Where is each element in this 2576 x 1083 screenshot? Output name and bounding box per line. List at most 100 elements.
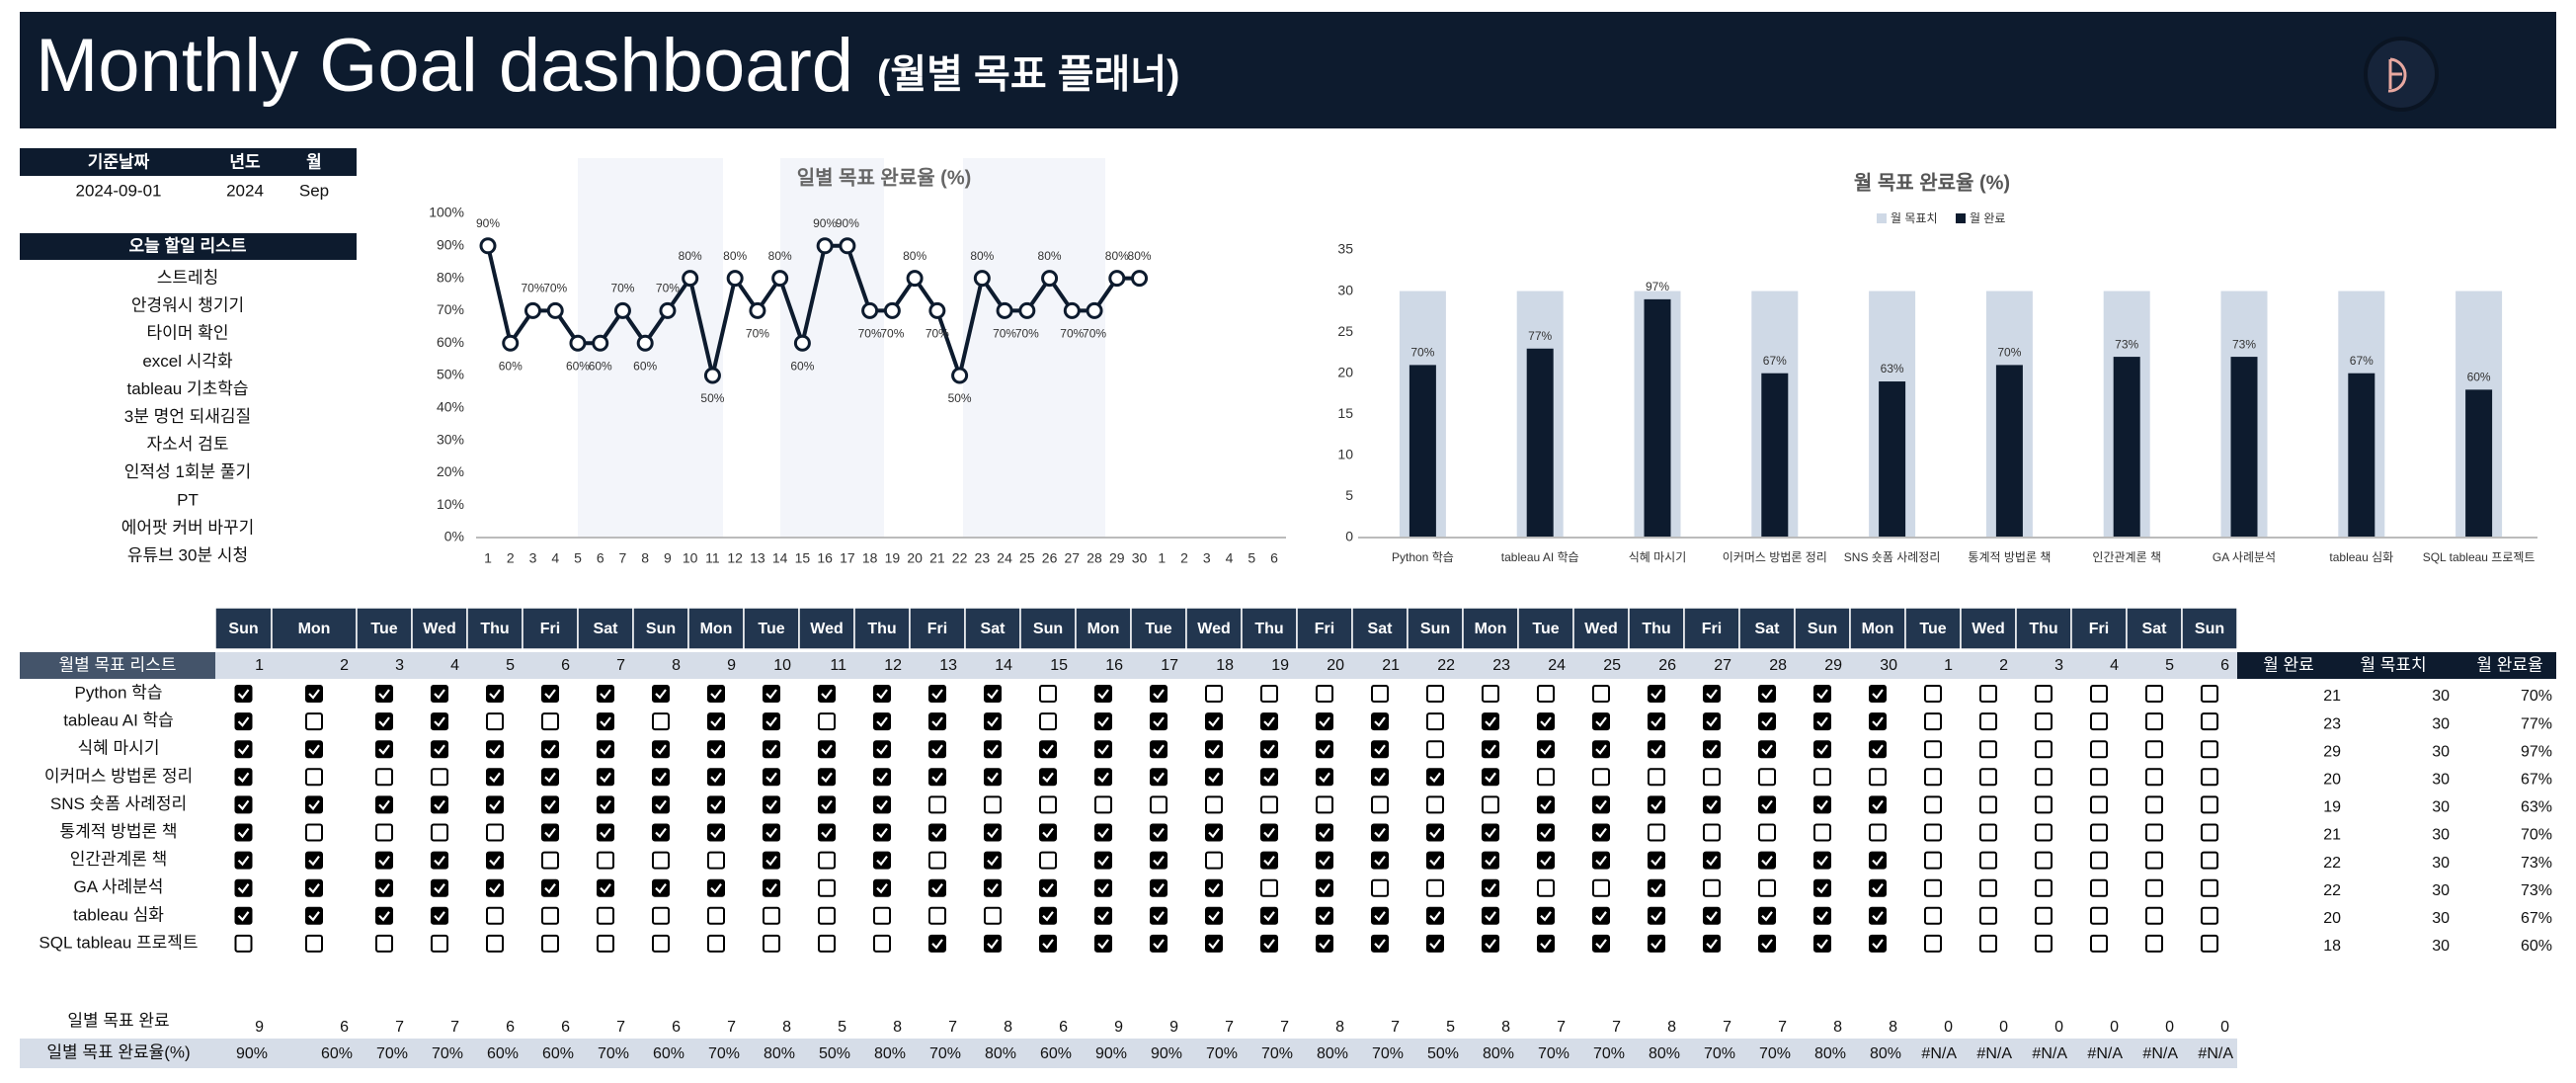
x-tick-label: 27: [1065, 550, 1081, 566]
checkbox: [984, 906, 1002, 925]
weekday: Mon: [298, 621, 331, 637]
check-mark: [987, 855, 999, 867]
checkbox: [1260, 906, 1278, 925]
goal-name: SQL tableau 프로젝트: [39, 933, 198, 952]
check-mark: [489, 689, 501, 700]
checkbox: [431, 740, 448, 759]
check-mark: [434, 716, 445, 727]
checkbox: [234, 740, 253, 759]
day-number: 26: [1658, 657, 1676, 674]
check-mark: [1208, 772, 1220, 783]
checkbox: [431, 795, 448, 814]
x-tick-label: 4: [551, 550, 559, 566]
checkbox: [597, 823, 614, 842]
y-tick-label: 25: [1337, 323, 1353, 339]
check-mark: [765, 716, 777, 727]
day-number: 2: [340, 657, 349, 674]
weekday: Sat: [981, 621, 1006, 637]
y-tick-label: 20: [1337, 364, 1353, 379]
daily-rate: #N/A: [2087, 1045, 2123, 1062]
weekday-cell: [743, 607, 800, 650]
bar: [2348, 373, 2375, 538]
check-mark: [821, 827, 833, 839]
check-mark: [710, 689, 722, 700]
info-header-cell: 기준날짜: [88, 152, 150, 171]
checkbox: [1758, 878, 1776, 897]
summary-header-cell: 월 완료율: [2476, 655, 2542, 674]
checkbox: [707, 795, 725, 814]
check-mark: [1042, 911, 1054, 922]
checkbox: [375, 906, 393, 925]
checkbox: [1094, 878, 1112, 897]
checkbox: [652, 851, 670, 870]
check-mark: [1761, 744, 1773, 755]
checkbox: [597, 795, 614, 814]
check-mark: [1540, 911, 1552, 922]
check-mark: [1208, 716, 1220, 727]
point: [771, 270, 789, 288]
weekday-cell: [466, 607, 523, 650]
x-tick-label: 5: [1248, 550, 1255, 566]
x-tick-label: 25: [1019, 550, 1035, 566]
x-tick-label: 통계적 방법론 책: [1968, 549, 2051, 564]
check-mark: [489, 883, 501, 894]
checkbox: [1537, 740, 1555, 759]
checkbox: [763, 768, 780, 787]
checkbox: [1979, 823, 1997, 842]
checkbox: [541, 934, 559, 953]
check-mark: [544, 772, 556, 783]
checkbox: [1426, 878, 1444, 897]
check-mark: [489, 772, 501, 783]
checkbox: [2201, 934, 2218, 953]
checkbox: [2201, 740, 2218, 759]
check-mark: [1706, 911, 1718, 922]
checkbox: [1039, 823, 1057, 842]
chart-title: 일별 목표 완료율 (%): [797, 166, 972, 189]
check-mark: [655, 799, 667, 811]
check-mark: [1485, 744, 1496, 755]
checkbox: [1592, 906, 1610, 925]
checkbox: [2145, 740, 2163, 759]
checkbox: [2035, 712, 2053, 731]
check-mark: [1263, 939, 1275, 950]
daily-done: 8: [1004, 1019, 1012, 1036]
goal-name: 통계적 방법론 책: [60, 822, 178, 841]
checkbox: [2035, 823, 2053, 842]
checkbox: [486, 740, 504, 759]
check-mark: [1706, 744, 1718, 755]
checkbox: [1482, 795, 1499, 814]
point: [1018, 301, 1036, 319]
checkbox: [1316, 685, 1333, 703]
checkbox: [763, 685, 780, 703]
check-mark: [1429, 911, 1441, 922]
weekday-cell: [1960, 607, 2017, 650]
summary-target: 30: [2432, 715, 2450, 732]
checkbox: [1648, 878, 1665, 897]
data-label: 80%: [1128, 249, 1152, 263]
checkbox: [1094, 685, 1112, 703]
checkbox: [597, 685, 614, 703]
check-mark: [710, 883, 722, 894]
checkbox: [1648, 823, 1665, 842]
checkbox: [2201, 851, 2218, 870]
check-mark: [931, 827, 943, 839]
x-tick-label: GA 사례분석: [2213, 550, 2276, 564]
point: [973, 270, 991, 288]
y-tick-label: 20%: [437, 463, 464, 479]
checkbox: [431, 685, 448, 703]
check-mark: [489, 855, 501, 867]
checkbox: [1758, 934, 1776, 953]
weekday: Tue: [758, 621, 784, 637]
checkbox: [1426, 851, 1444, 870]
checkbox: [2145, 685, 2163, 703]
point: [502, 334, 520, 352]
check-mark: [1872, 744, 1884, 755]
checkbox: [818, 851, 836, 870]
daily-rate: #N/A: [2032, 1045, 2067, 1062]
data-label: 77%: [1528, 329, 1552, 343]
bar: [1409, 365, 1436, 538]
daily-done: 6: [561, 1019, 570, 1036]
x-tick-label: 13: [750, 550, 765, 566]
day-row: [215, 652, 2237, 679]
weekday: Thu: [2029, 621, 2057, 637]
